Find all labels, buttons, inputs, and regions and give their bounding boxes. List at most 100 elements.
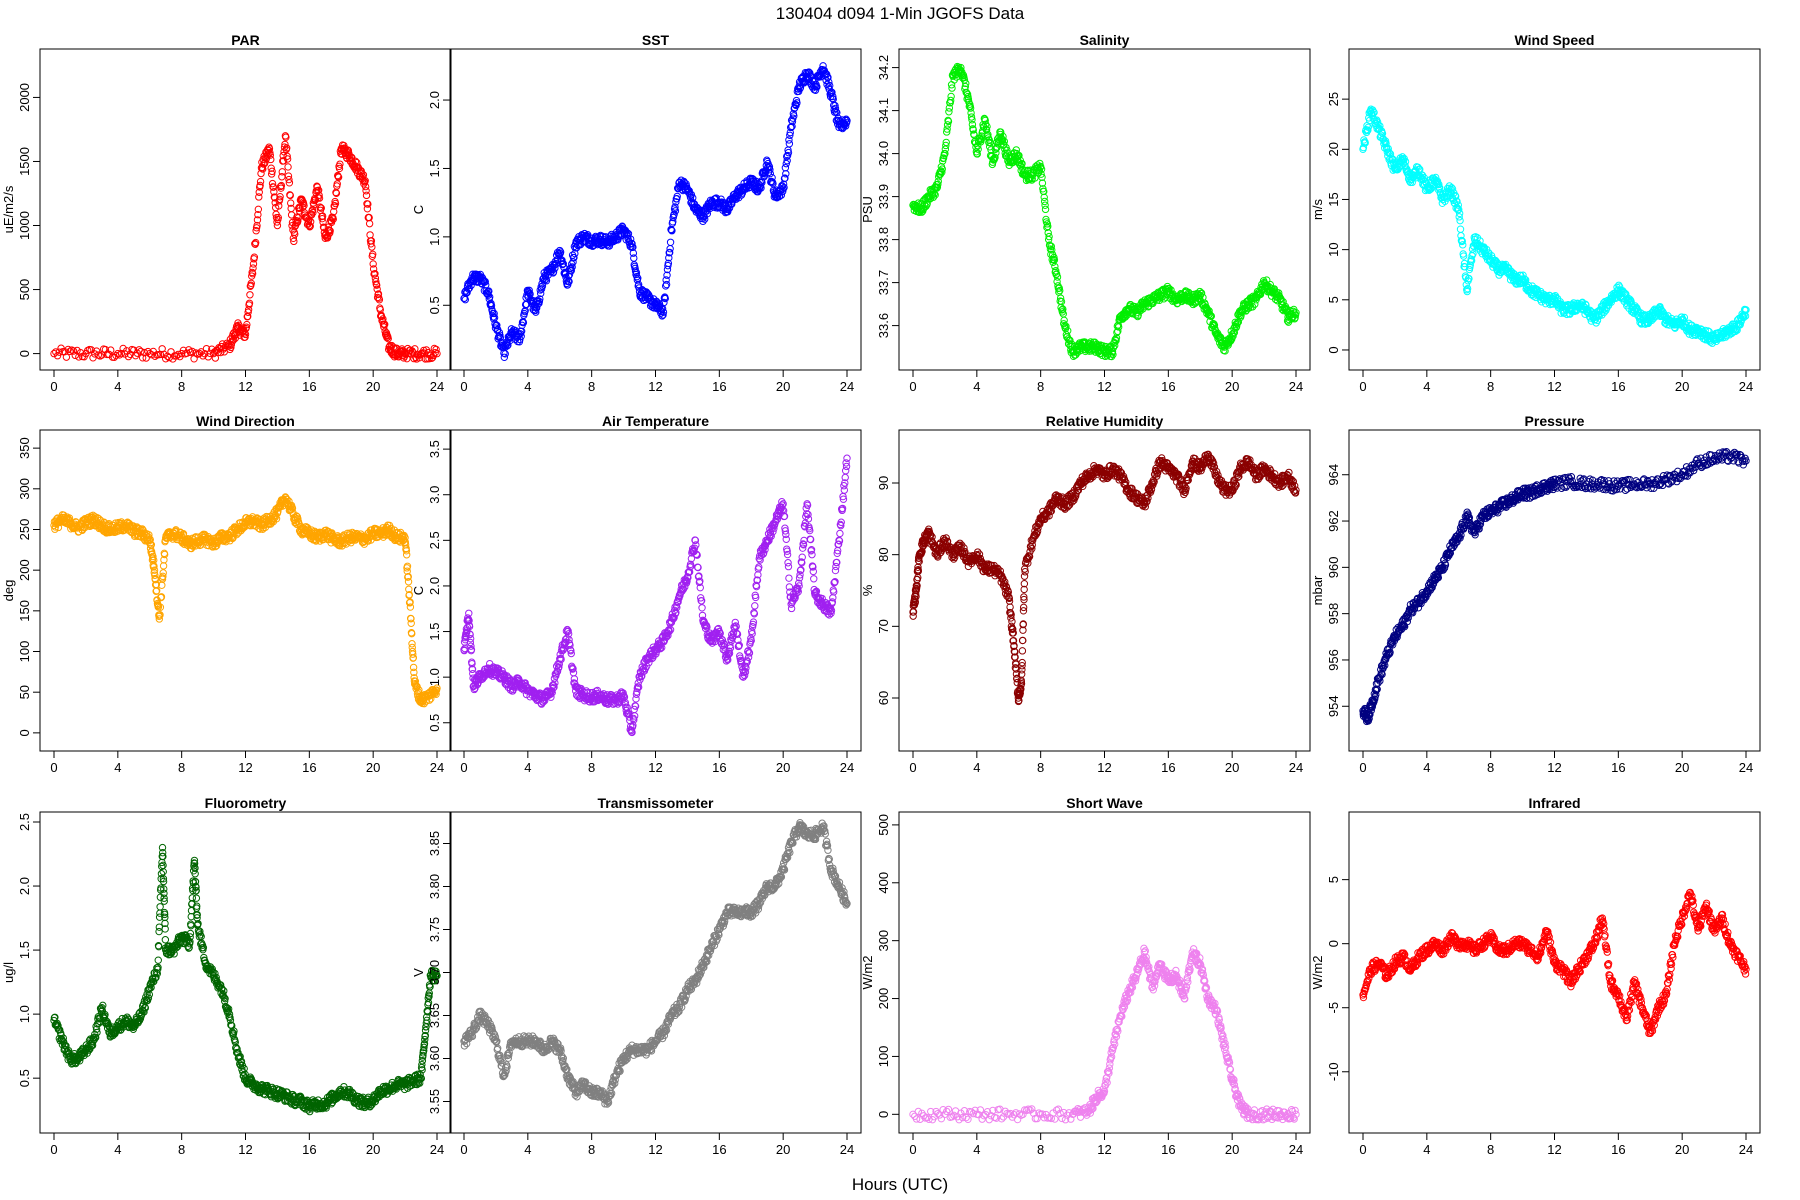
- data-marker: [373, 281, 381, 289]
- data-marker: [781, 174, 789, 182]
- data-marker: [1038, 173, 1046, 181]
- data-marker: [696, 583, 704, 592]
- y-tick-label: 350: [17, 437, 32, 459]
- data-marker: [410, 668, 418, 677]
- x-tick-label: 8: [178, 379, 185, 394]
- data-marker: [1456, 216, 1464, 225]
- data-point: [564, 281, 572, 289]
- data-marker: [737, 657, 746, 666]
- data-marker: [634, 280, 643, 289]
- x-tick-label: 12: [1547, 379, 1561, 394]
- data-marker: [267, 164, 275, 172]
- x-tick-label: 8: [1487, 379, 1494, 394]
- data-marker: [1037, 165, 1046, 173]
- data-marker: [1038, 179, 1047, 187]
- data-marker: [749, 618, 758, 626]
- data-marker: [407, 615, 415, 623]
- data-marker: [276, 192, 284, 201]
- data-marker: [468, 660, 476, 668]
- data-marker: [565, 636, 573, 644]
- data-marker: [253, 221, 261, 230]
- data-marker: [500, 353, 509, 362]
- data-marker: [1229, 332, 1237, 340]
- data-point: [1052, 270, 1061, 278]
- data-marker: [1207, 312, 1216, 320]
- data-marker: [666, 238, 675, 246]
- x-tick-label: 0: [909, 379, 916, 394]
- y-tick-label: 33.6: [876, 313, 891, 338]
- x-tick-label: 24: [1739, 379, 1753, 394]
- data-marker: [939, 157, 947, 165]
- data-marker: [787, 604, 796, 613]
- data-marker: [697, 594, 705, 602]
- data-marker: [788, 117, 797, 126]
- data-marker: [967, 109, 975, 117]
- data-marker: [363, 205, 372, 213]
- data-marker: [725, 649, 734, 658]
- data-marker: [227, 341, 236, 349]
- data-marker: [570, 675, 579, 683]
- data-point: [433, 349, 441, 358]
- data-marker: [824, 73, 832, 82]
- data-marker: [294, 515, 302, 523]
- data-marker: [353, 158, 361, 167]
- data-marker: [64, 515, 72, 523]
- data-marker: [380, 320, 389, 329]
- data-marker: [151, 575, 160, 584]
- y-tick-label: 2.0: [427, 91, 442, 109]
- data-marker: [151, 571, 159, 579]
- data-marker: [551, 679, 559, 687]
- data-marker: [568, 260, 576, 268]
- data-marker: [1401, 157, 1410, 166]
- data-marker: [1237, 311, 1245, 320]
- data-marker: [693, 551, 701, 559]
- data-marker: [62, 353, 71, 361]
- data-marker: [404, 578, 413, 586]
- data-marker: [671, 203, 679, 211]
- data-marker: [1456, 225, 1465, 233]
- data-marker: [525, 286, 533, 294]
- data-point: [241, 330, 250, 339]
- data-marker: [550, 683, 558, 691]
- data-marker: [929, 193, 938, 201]
- data-marker: [361, 182, 370, 191]
- data-point: [819, 62, 827, 70]
- data-marker: [999, 132, 1007, 141]
- data-marker: [703, 623, 711, 631]
- data-marker: [145, 531, 153, 539]
- data-marker: [666, 245, 674, 253]
- data-marker: [408, 629, 416, 638]
- data-marker: [146, 535, 154, 544]
- data-marker: [519, 683, 527, 691]
- data-marker: [267, 170, 276, 178]
- data-marker: [1040, 197, 1049, 206]
- data-marker: [661, 294, 669, 303]
- y-axis-label: PSU: [860, 196, 875, 223]
- data-marker: [549, 684, 557, 692]
- y-tick-label: 10: [1326, 242, 1341, 256]
- data-marker: [1361, 139, 1369, 147]
- data-marker: [326, 227, 334, 235]
- data-marker: [333, 180, 341, 188]
- data-marker: [246, 291, 254, 299]
- data-marker: [315, 194, 324, 202]
- data-marker: [467, 645, 476, 654]
- data-marker: [1376, 122, 1384, 130]
- data-marker: [157, 593, 166, 601]
- data-marker: [671, 207, 680, 215]
- data-marker: [1455, 209, 1464, 218]
- data-marker: [785, 583, 794, 591]
- data-marker: [569, 664, 577, 673]
- data-marker: [379, 315, 387, 323]
- data-marker: [408, 640, 416, 648]
- data-marker: [501, 343, 510, 351]
- data-marker: [790, 112, 798, 120]
- data-marker: [135, 524, 144, 533]
- data-marker: [413, 682, 421, 691]
- x-tick-label: 8: [588, 760, 595, 775]
- data-marker: [991, 153, 999, 162]
- data-marker: [1627, 298, 1635, 306]
- data-marker: [124, 352, 133, 361]
- x-tick-label: 16: [712, 379, 726, 394]
- data-marker: [725, 204, 734, 212]
